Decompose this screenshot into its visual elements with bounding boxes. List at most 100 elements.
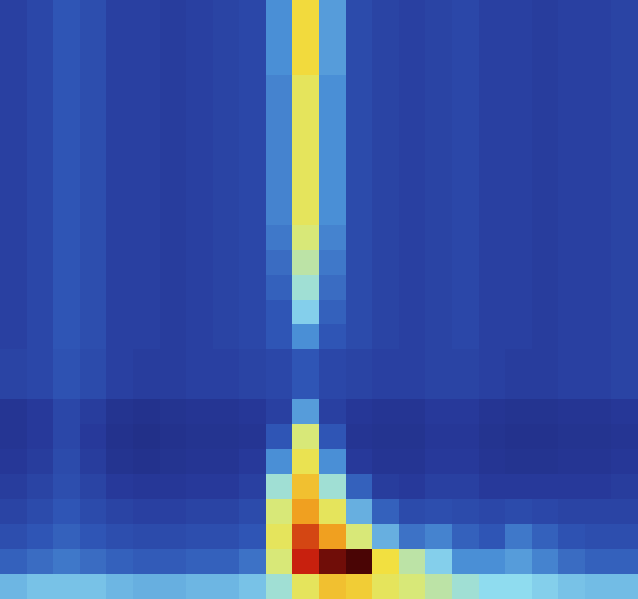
heatmap-cell [53,374,80,400]
heatmap-cell [213,125,240,151]
heatmap-cell [399,374,426,400]
heatmap-cell [80,175,107,201]
heatmap-cell [186,50,213,76]
heatmap-cell [80,275,107,301]
heatmap-cell [0,275,27,301]
heatmap-cell [479,175,506,201]
heatmap-cell [372,200,399,226]
heatmap-cell [239,324,266,350]
heatmap-cell [558,474,585,500]
heatmap-cell [0,574,27,599]
heatmap-cell [611,549,638,575]
heatmap-cell [160,25,187,51]
heatmap-cell [585,499,612,525]
heatmap-cell [80,125,107,151]
heatmap-cell [532,0,559,26]
heatmap-cell [319,574,346,599]
heatmap-cell [479,574,506,599]
heatmap-cell [399,100,426,126]
heatmap-cell [611,50,638,76]
heatmap-cell [266,399,293,425]
heatmap-cell [611,275,638,301]
heatmap-cell [53,424,80,450]
heatmap-cell [346,524,373,550]
heatmap-cell [80,349,107,375]
heatmap-cell [133,499,160,525]
heatmap-cell [292,474,319,500]
heatmap-cell [53,524,80,550]
heatmap-cell [452,150,479,176]
heatmap-cell [558,200,585,226]
heatmap-cell [80,524,107,550]
heatmap-cell [558,100,585,126]
heatmap-cell [399,250,426,276]
heatmap-cell [0,0,27,26]
heatmap-cell [186,524,213,550]
heatmap-cell [611,25,638,51]
heatmap-cell [239,25,266,51]
heatmap-cell [611,399,638,425]
heatmap-cell [611,524,638,550]
heatmap-cell [53,50,80,76]
heatmap-cell [266,549,293,575]
heatmap-cell [213,175,240,201]
heatmap-cell [479,524,506,550]
heatmap-cell [106,499,133,525]
heatmap-cell [399,474,426,500]
heatmap-cell [479,349,506,375]
heatmap-cell [160,524,187,550]
heatmap-cell [505,175,532,201]
heatmap-cell [239,449,266,475]
heatmap-cell [558,0,585,26]
heatmap-cell [558,574,585,599]
heatmap-cell [346,449,373,475]
heatmap-cell [27,449,54,475]
heatmap-cell [319,474,346,500]
heatmap-cell [372,100,399,126]
heatmap-cell [133,524,160,550]
heatmap-cell [133,574,160,599]
heatmap-cell [0,349,27,375]
heatmap-cell [452,0,479,26]
heatmap-cell [292,574,319,599]
heatmap-cell [425,150,452,176]
heatmap-cell [213,374,240,400]
heatmap-cell [346,349,373,375]
heatmap-cell [372,50,399,76]
heatmap-cell [452,25,479,51]
heatmap-cell [80,200,107,226]
heatmap-cell [186,275,213,301]
heatmap-cell [585,225,612,251]
heatmap-cell [266,349,293,375]
heatmap-cell [505,324,532,350]
heatmap-cell [27,225,54,251]
heatmap-cell [611,125,638,151]
heatmap-cell [213,300,240,326]
heatmap-cell [505,25,532,51]
heatmap-cell [452,474,479,500]
heatmap-cell [425,574,452,599]
heatmap-cell [0,424,27,450]
heatmap-cell [133,474,160,500]
heatmap-cell [213,200,240,226]
heatmap-cell [292,200,319,226]
heatmap-cell [80,574,107,599]
heatmap-cell [346,175,373,201]
heatmap-cell [186,300,213,326]
heatmap-cell [505,449,532,475]
heatmap-cell [399,200,426,226]
heatmap-cell [399,324,426,350]
heatmap-cell [346,399,373,425]
heatmap-cell [425,250,452,276]
heatmap-cell [346,225,373,251]
heatmap-cell [585,125,612,151]
heatmap-cell [160,250,187,276]
heatmap-cell [319,499,346,525]
heatmap-cell [266,374,293,400]
heatmap-cell [186,125,213,151]
heatmap-cell [106,225,133,251]
heatmap-cell [213,574,240,599]
heatmap-cell [53,275,80,301]
heatmap-cell [186,424,213,450]
heatmap-cell [611,75,638,101]
